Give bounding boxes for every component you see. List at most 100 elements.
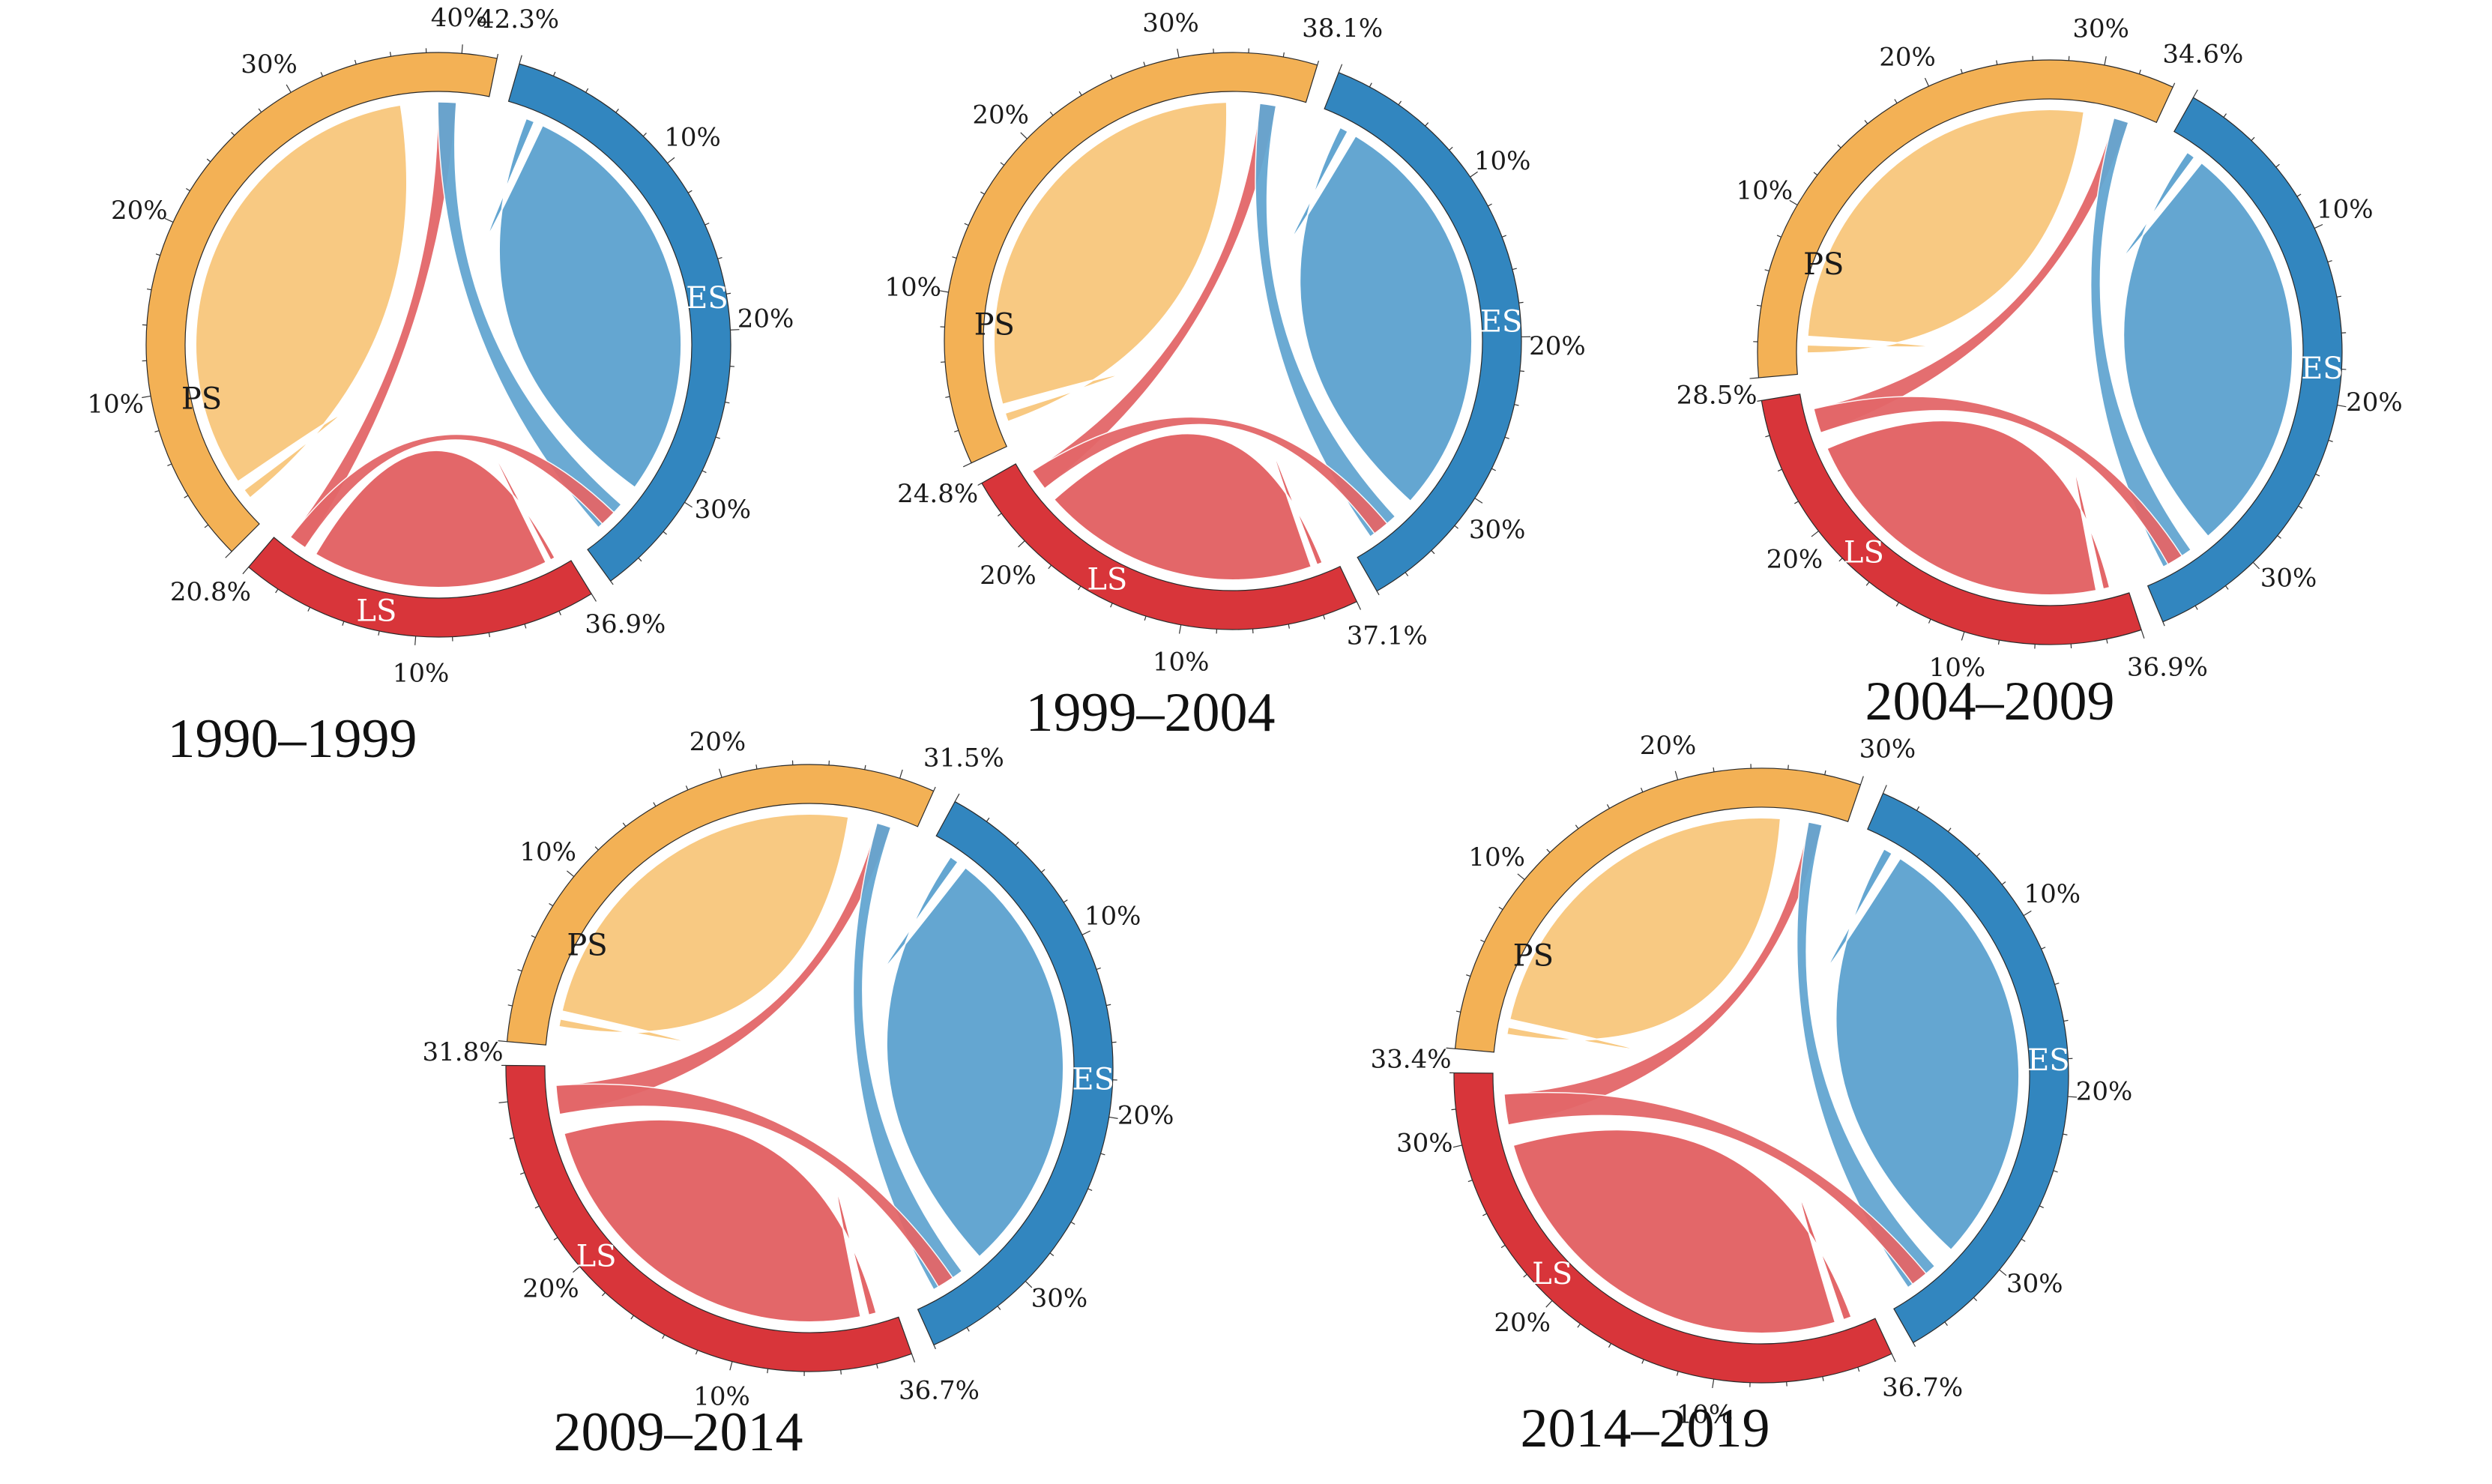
tick-label-es: 10%	[2317, 194, 2374, 224]
tick-mark	[719, 768, 722, 778]
tick-mark	[899, 769, 903, 779]
tick-mark	[997, 1306, 1001, 1310]
tick-mark	[1794, 501, 1799, 504]
tick-mark	[2021, 1238, 2026, 1242]
segment-total-label-ps: 34.6%	[2162, 39, 2243, 69]
tick-mark	[2223, 113, 2227, 118]
tick-mark	[146, 288, 152, 291]
tick-mark	[997, 513, 1002, 516]
tick-mark	[1973, 1297, 1978, 1302]
tick-mark	[2275, 163, 2280, 168]
tick-label-ls: 10%	[1677, 1400, 1734, 1430]
tick-mark	[933, 786, 936, 791]
segment-label-ps: PS	[181, 382, 222, 417]
tick-mark	[1777, 468, 1782, 472]
tick-mark	[1474, 498, 1483, 504]
segment-label-ps: PS	[567, 929, 607, 963]
tick-mark	[1000, 162, 1005, 166]
tick-label-es: 10%	[2024, 879, 2081, 909]
tick-mark	[1859, 776, 1864, 785]
tick-mark	[1106, 1004, 1111, 1007]
segment-label-ls: LS	[1844, 535, 1884, 570]
ribbon-es-self	[1291, 126, 1473, 503]
tick-mark	[594, 846, 599, 851]
tick-mark	[231, 132, 235, 136]
tick-label-ps: 20%	[111, 196, 168, 226]
tick-mark	[142, 395, 151, 399]
segment-label-es: ES	[2301, 352, 2344, 386]
tick-label-ls: 20%	[1767, 544, 1823, 574]
tick-mark	[1512, 268, 1517, 271]
chart-title: 2004–2009	[1865, 671, 2115, 732]
tick-mark	[952, 256, 957, 259]
tick-label-ls: 10%	[1929, 653, 1986, 683]
tick-label-ps: 20%	[690, 727, 746, 757]
chart-title: 2009–2014	[554, 1402, 803, 1463]
tick-mark	[1015, 841, 1019, 846]
chord-chart-1999-2004: 10% 20% 30% 38.1% PS 10% 20% 30% 37.1% ES 10% 20% 24…	[884, 8, 1585, 743]
tick-label-es: 10%	[1084, 901, 1141, 931]
tick-label-ls: 10%	[693, 1382, 750, 1412]
tick-label-ps: 10%	[519, 837, 576, 867]
tick-mark	[1063, 899, 1068, 903]
tick-mark	[1864, 120, 1868, 124]
tick-mark	[717, 256, 722, 259]
segment-label-es: ES	[1480, 305, 1523, 340]
tick-label-ps: 30%	[241, 49, 298, 79]
tick-mark	[1500, 1244, 1506, 1249]
tick-mark	[573, 1266, 580, 1273]
tick-mark	[667, 157, 675, 164]
tick-mark	[2296, 193, 2302, 197]
tick-mark	[610, 580, 614, 585]
tick-label-ls: 20%	[522, 1274, 579, 1304]
segment-total-label-ps: 38.1%	[1302, 13, 1383, 43]
segment-label-ps: PS	[1803, 247, 1844, 282]
tick-mark	[1467, 1180, 1473, 1183]
tick-mark	[496, 53, 499, 59]
tick-mark	[2063, 1133, 2068, 1135]
tick-mark	[1640, 787, 1644, 792]
chord-chart-2009-2014: 10% 20% 31.5% PS 10% 20% 30% 36.7% ES 10% 20% 31.8%…	[423, 727, 1174, 1463]
segment-total-label-ps: 31.5%	[923, 743, 1004, 773]
tick-mark	[1813, 172, 1818, 176]
segment-total-label-es: 36.7%	[899, 1375, 980, 1405]
tick-mark	[1765, 435, 1770, 438]
tick-mark	[1674, 770, 1679, 780]
ribbon-ps-self	[558, 813, 850, 1043]
tick-mark	[184, 495, 189, 498]
tick-mark	[945, 396, 950, 398]
tick-mark	[1891, 1353, 1896, 1363]
tick-mark	[1087, 1188, 1093, 1191]
chart-title: 1999–2004	[1026, 682, 1276, 743]
tick-label-es: 30%	[1031, 1284, 1088, 1314]
tick-mark	[1405, 572, 1409, 576]
segment-label-es: ES	[1072, 1063, 1114, 1097]
tick-mark	[1712, 1378, 1715, 1389]
ribbon-ls-self	[1512, 1129, 1853, 1334]
segment-total-label-ps: 30%	[1859, 734, 1916, 764]
tick-mark	[553, 1237, 558, 1240]
tick-mark	[1143, 61, 1146, 67]
tick-mark	[1713, 767, 1715, 772]
tick-mark	[840, 1369, 842, 1375]
tick-mark	[638, 558, 642, 562]
tick-mark	[498, 1101, 508, 1103]
tick-mark	[1924, 77, 1929, 87]
segment-label-ls: LS	[1532, 1257, 1572, 1291]
tick-mark	[1096, 967, 1101, 970]
tick-mark	[2001, 881, 2006, 885]
tick-mark	[1961, 631, 1965, 641]
tick-mark	[1338, 64, 1343, 73]
tick-mark	[258, 108, 262, 113]
tick-mark	[519, 1172, 525, 1175]
tick-mark	[1070, 1221, 1075, 1225]
tick-mark	[1110, 603, 1113, 608]
tick-mark	[342, 621, 345, 626]
segment-arc-ps	[1454, 767, 1862, 1053]
ribbon-ls-self	[1826, 420, 2111, 596]
ribbon-es-self	[884, 855, 1064, 1258]
ribbon-ls-es	[555, 1083, 954, 1288]
segment-total-label-es: 36.9%	[585, 609, 666, 639]
tick-mark	[755, 764, 758, 770]
tick-mark	[663, 531, 667, 535]
